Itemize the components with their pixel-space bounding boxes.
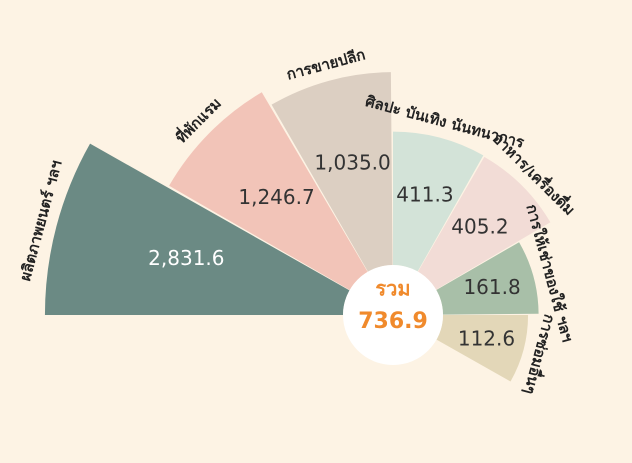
value-label: 161.8 [463,275,520,299]
sector [169,92,368,290]
value-label: 2,831.6 [148,246,224,270]
sector [271,72,393,272]
center-label: รวม [375,277,410,301]
value-label: 1,035.0 [314,151,390,175]
sectors [44,72,551,382]
value-label: 1,246.7 [238,185,314,209]
sector [418,156,551,290]
value-label: 112.6 [458,327,515,351]
center-value: 736.9 [358,309,428,334]
value-label: 405.2 [451,215,508,239]
sector [44,143,350,315]
sector [436,242,539,315]
value-label: 411.3 [396,182,453,206]
sector [436,315,529,382]
center-circle [343,265,443,365]
sector [393,131,484,272]
